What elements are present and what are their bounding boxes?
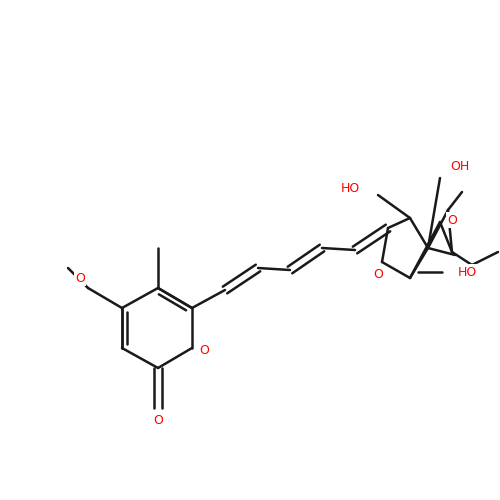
Text: O: O bbox=[447, 214, 457, 226]
Text: HO: HO bbox=[341, 182, 360, 196]
Text: HO: HO bbox=[458, 266, 477, 278]
Text: O: O bbox=[153, 414, 163, 428]
Text: OH: OH bbox=[450, 160, 469, 172]
Text: O: O bbox=[373, 268, 383, 280]
Text: O: O bbox=[199, 344, 209, 356]
Text: O: O bbox=[75, 272, 85, 284]
